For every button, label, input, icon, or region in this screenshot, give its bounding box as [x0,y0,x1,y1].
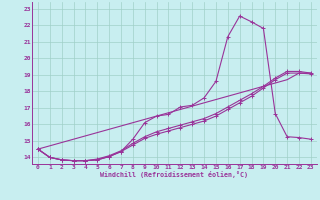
X-axis label: Windchill (Refroidissement éolien,°C): Windchill (Refroidissement éolien,°C) [100,171,248,178]
